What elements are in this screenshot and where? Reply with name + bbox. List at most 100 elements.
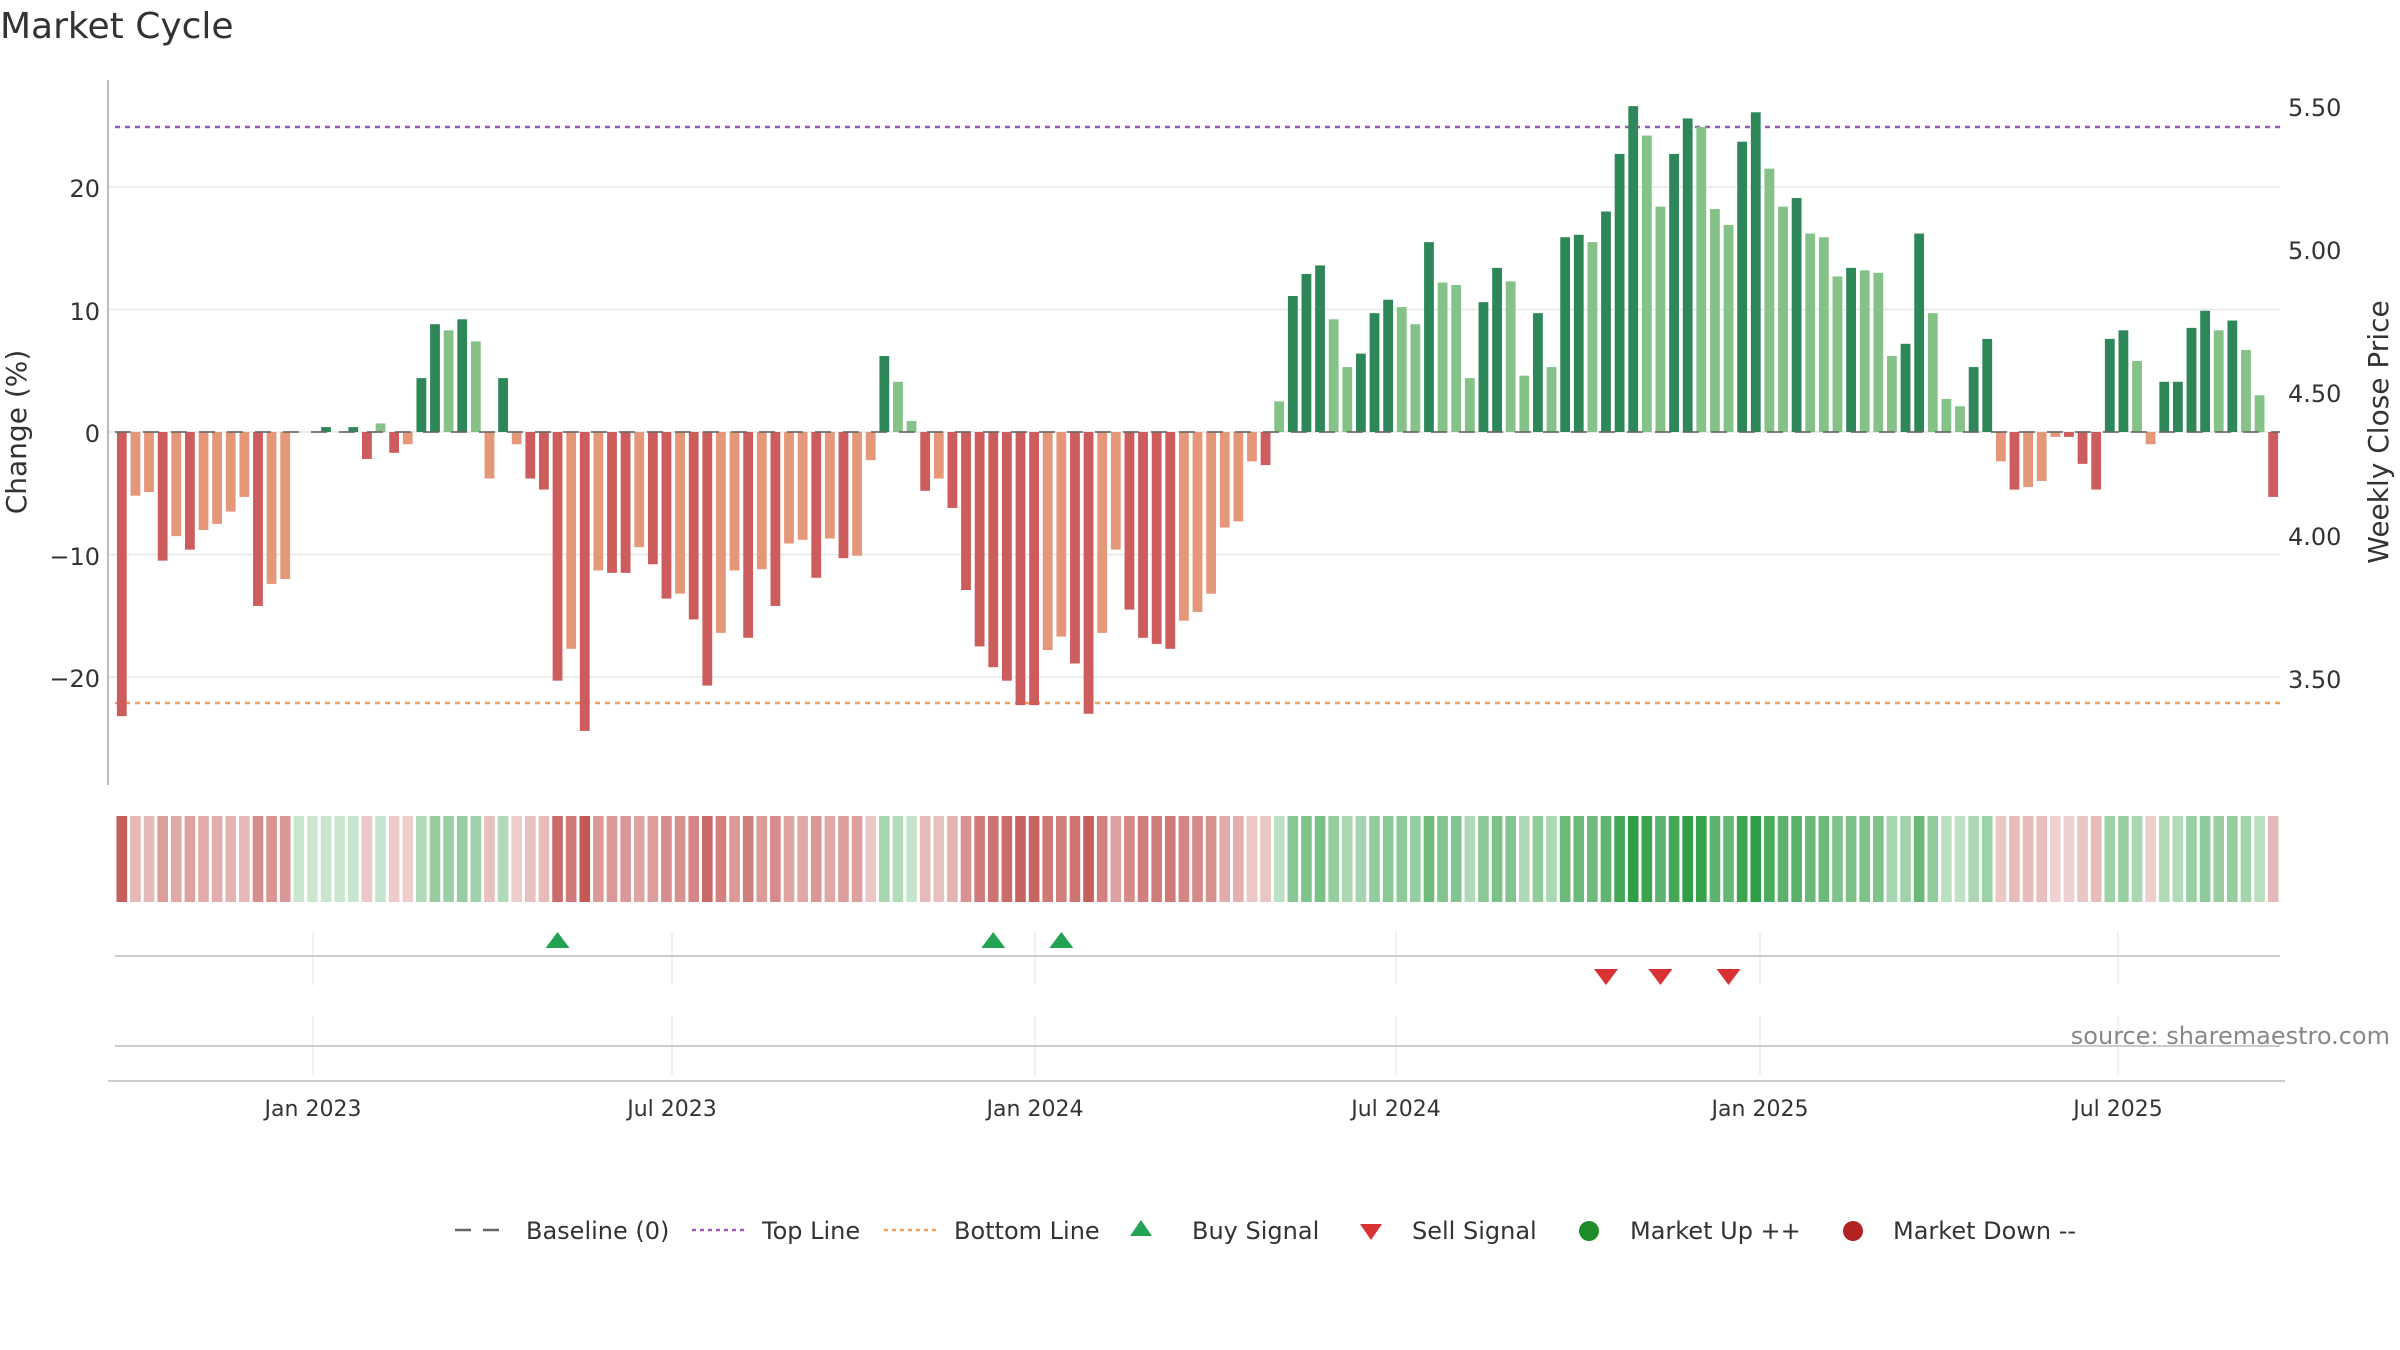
legend: Baseline (0) Top Line Bottom Line Buy Si… [455, 1217, 2076, 1245]
strip-cell-112 [1641, 816, 1653, 902]
strip-cell-140 [2022, 816, 2034, 902]
strip-cell-53 [838, 816, 849, 902]
bar-84 [1260, 432, 1271, 466]
bar-95 [1410, 324, 1421, 432]
bar-93 [1383, 299, 1394, 432]
bar-56 [879, 356, 890, 432]
bar-31 [539, 432, 549, 490]
strip-cell-4 [170, 816, 182, 902]
strip-cell-81 [1219, 816, 1231, 902]
x-tick-jan-2025: Jan 2025 [1710, 1097, 1809, 1122]
strip-cell-50 [797, 816, 808, 902]
bar-21 [402, 432, 413, 445]
buy-signal-marker-0 [545, 932, 570, 948]
market-down-dot-icon [1843, 1221, 1863, 1241]
bar-8 [225, 432, 236, 512]
sell-triangle-icon [1360, 1224, 1382, 1240]
strip-cell-30 [524, 816, 536, 902]
strip-cell-46 [742, 816, 754, 902]
legend-baseline-label: Baseline (0) [526, 1217, 669, 1245]
strip-cell-18 [361, 816, 373, 902]
strip-cell-76 [1151, 816, 1162, 902]
bar-91 [1355, 353, 1366, 432]
signals-panel [115, 932, 2280, 1075]
bar-70 [1070, 432, 1080, 664]
bar-46 [743, 432, 754, 638]
strip-cell-139 [2009, 816, 2020, 902]
bar-45 [729, 432, 740, 571]
bar-32 [552, 432, 563, 681]
strip-cell-54 [851, 816, 863, 902]
bar-137 [1982, 338, 1993, 432]
bar-51 [811, 432, 822, 578]
strip-cell-12 [279, 816, 291, 902]
strip-cell-26 [470, 816, 482, 902]
bar-33 [566, 432, 577, 649]
strip-cell-117 [1709, 816, 1721, 902]
bar-77 [1165, 432, 1176, 649]
buy-signal-marker-2 [1049, 932, 1074, 948]
sell-signal-marker-1 [1648, 969, 1673, 985]
strip-cell-25 [456, 816, 468, 902]
bar-150 [2159, 381, 2170, 432]
strip-cell-21 [402, 816, 414, 902]
strip-cell-11 [266, 816, 277, 902]
bar-81 [1219, 432, 1230, 528]
strip-cell-70 [1069, 816, 1081, 902]
bar-53 [838, 432, 849, 559]
bar-144 [2077, 432, 2088, 464]
strip-cell-115 [1682, 816, 1693, 902]
bar-5 [184, 432, 195, 550]
market-up-dot-icon [1579, 1221, 1599, 1241]
strip-cell-152 [2186, 816, 2197, 902]
strip-cell-14 [307, 816, 318, 902]
strip-cell-116 [1695, 816, 1707, 902]
bar-157 [2254, 395, 2265, 432]
strip-cell-13 [293, 816, 305, 902]
bar-153 [2200, 310, 2211, 432]
bar-63 [974, 432, 985, 647]
bar-72 [1097, 432, 1108, 633]
bar-151 [2172, 381, 2183, 432]
bar-96 [1424, 242, 1434, 432]
bar-40 [661, 432, 672, 599]
strip-cell-95 [1410, 816, 1421, 902]
bar-49 [784, 432, 794, 544]
cycle-heat-strip [116, 816, 2279, 902]
strip-cell-55 [865, 816, 877, 902]
bar-42 [688, 432, 699, 620]
strip-cell-6 [198, 816, 209, 902]
strip-cell-59 [919, 816, 931, 902]
bar-126 [1832, 276, 1843, 432]
strip-cell-111 [1627, 816, 1639, 902]
strip-cell-41 [674, 816, 686, 902]
bar-57 [893, 381, 903, 432]
x-tick-jul-2025: Jul 2025 [2071, 1097, 2163, 1122]
bar-101 [1492, 267, 1502, 432]
bar-12 [280, 432, 291, 579]
strip-cell-49 [783, 816, 795, 902]
bar-152 [2186, 327, 2197, 432]
strip-cell-78 [1178, 816, 1190, 902]
x-tick-jul-2024: Jul 2024 [1349, 1097, 1441, 1122]
bar-54 [852, 432, 862, 556]
bar-69 [1056, 432, 1067, 637]
strip-cell-10 [252, 816, 264, 902]
strip-cell-27 [484, 816, 495, 902]
strip-cell-47 [756, 816, 768, 902]
strip-cell-5 [184, 816, 196, 902]
bar-82 [1233, 432, 1244, 522]
bar-19 [375, 423, 386, 432]
sell-signal-marker-0 [1593, 969, 1618, 985]
bar-108 [1587, 242, 1598, 432]
bar-52 [824, 432, 835, 539]
strip-cell-23 [429, 816, 441, 902]
bar-105 [1546, 367, 1557, 432]
bar-37 [620, 432, 631, 573]
strip-cell-24 [443, 816, 454, 902]
bar-29 [511, 432, 522, 445]
bar-121 [1764, 168, 1775, 432]
strip-cell-147 [2118, 816, 2129, 902]
strip-cell-107 [1573, 816, 1585, 902]
strip-cell-100 [1478, 816, 1489, 902]
